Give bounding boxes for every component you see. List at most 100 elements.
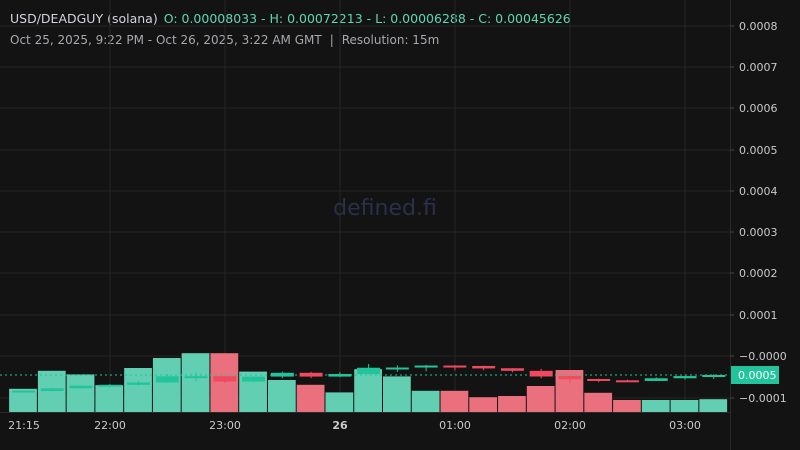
volume-bar (641, 400, 670, 412)
price-badge-label: 0.0005 (738, 369, 777, 382)
candle (12, 390, 35, 393)
volume-bar (181, 353, 210, 412)
y-tick-label: 0.0005 (739, 144, 778, 157)
candle (299, 371, 323, 379)
candle-body (69, 385, 93, 389)
volume-bar (325, 392, 354, 412)
candle (40, 387, 64, 392)
volume-bars (9, 353, 728, 412)
volume-bar (498, 396, 526, 412)
candle-body (184, 376, 208, 379)
candle (472, 365, 496, 371)
candle-body (529, 370, 553, 377)
y-tick-label: 0.0004 (739, 185, 778, 198)
candle (443, 365, 467, 371)
candle (414, 364, 438, 372)
chart-header-title: USD/DEADGUY (solana) O: 0.00008033 - H: 0… (10, 11, 571, 26)
candle-body (702, 375, 726, 378)
volume-bar (66, 374, 95, 412)
candles (12, 364, 726, 393)
volume-bar (152, 358, 181, 412)
volume-bar (383, 376, 411, 412)
candle-body (615, 380, 639, 383)
candle-body (644, 378, 668, 381)
candle (357, 364, 381, 375)
candle-body (587, 378, 611, 381)
y-tick-label: 0.0006 (739, 102, 778, 115)
ohlc-values: O: 0.00008033 - H: 0.00072213 - L: 0.000… (163, 11, 571, 26)
candle-body (558, 376, 582, 380)
volume-bar (670, 400, 699, 412)
candle-body (242, 376, 266, 382)
y-tick-label: −0.0000 (739, 350, 787, 363)
volume-bar (95, 385, 124, 412)
candle (615, 379, 639, 383)
candle (529, 368, 553, 379)
candle-body (357, 367, 381, 375)
chart-header-subtitle: Oct 25, 2025, 9:22 PM - Oct 26, 2025, 3:… (10, 33, 439, 47)
y-tick-label: −0.0001 (739, 392, 787, 405)
candle (587, 378, 611, 383)
y-tick-label: 0.0007 (739, 61, 778, 74)
candle-body (127, 382, 151, 385)
candle (242, 376, 266, 383)
y-tick-label: 0.0001 (739, 309, 778, 322)
candle (702, 374, 726, 379)
volume-bar (469, 397, 498, 412)
volume-bar (699, 399, 728, 412)
candle (385, 365, 409, 372)
candle (98, 384, 122, 388)
volume-bar (584, 392, 613, 412)
candle (644, 377, 668, 382)
candle-body (414, 365, 438, 368)
candle-body (500, 368, 524, 371)
x-tick-label: 26 (332, 419, 348, 432)
candle-body (213, 376, 237, 382)
candle (184, 372, 208, 382)
candle (69, 385, 93, 389)
volume-bar (526, 386, 555, 412)
pair-name: USD/DEADGUY (solana) (10, 11, 158, 26)
x-tick-label: 02:00 (554, 419, 586, 432)
candle-body (299, 372, 323, 377)
volume-bar (9, 388, 37, 412)
watermark-text: defined.fi (333, 196, 437, 221)
x-tick-label: 03:00 (669, 419, 701, 432)
candle-body (155, 376, 179, 383)
y-tick-label: 0.0003 (739, 226, 778, 239)
candle (558, 375, 582, 383)
candle-body (270, 372, 294, 377)
x-axis-ticks: 21:15 22:00 23:00 26 01:00 02:00 03:00 (8, 419, 701, 432)
candle-body (385, 367, 409, 370)
candle-body (12, 390, 35, 393)
volume-bar (354, 369, 382, 412)
candle (328, 372, 352, 378)
x-tick-label: 21:15 (8, 419, 40, 432)
candle-body (40, 388, 64, 392)
volume-bar (267, 380, 296, 412)
x-tick-label: 23:00 (209, 419, 241, 432)
candle-body (328, 374, 352, 377)
candle-body (472, 365, 496, 369)
resolution-label: Resolution: 15m (341, 33, 440, 47)
candle (127, 380, 151, 386)
candle-body (673, 376, 697, 379)
date-range: Oct 25, 2025, 9:22 PM - Oct 26, 2025, 3:… (10, 33, 322, 47)
volume-bar (37, 370, 66, 412)
volume-bar (440, 390, 469, 412)
x-tick-label: 22:00 (94, 419, 126, 432)
x-tick-label: 01:00 (439, 419, 471, 432)
volume-bar (411, 390, 440, 412)
volume-bar (613, 400, 641, 412)
price-badge (731, 365, 779, 384)
candle-body (98, 384, 122, 387)
candle (155, 374, 179, 383)
candle (673, 375, 697, 380)
candle (500, 368, 524, 373)
y-tick-label: 0.0002 (739, 267, 778, 280)
y-tick-label: 0.0008 (739, 20, 778, 33)
candle (213, 376, 237, 383)
y-axis-ticks: 0.0008 0.0007 0.0006 0.0005 0.0004 0.0003 0.00… (730, 20, 787, 405)
header-separator: | (329, 33, 334, 47)
